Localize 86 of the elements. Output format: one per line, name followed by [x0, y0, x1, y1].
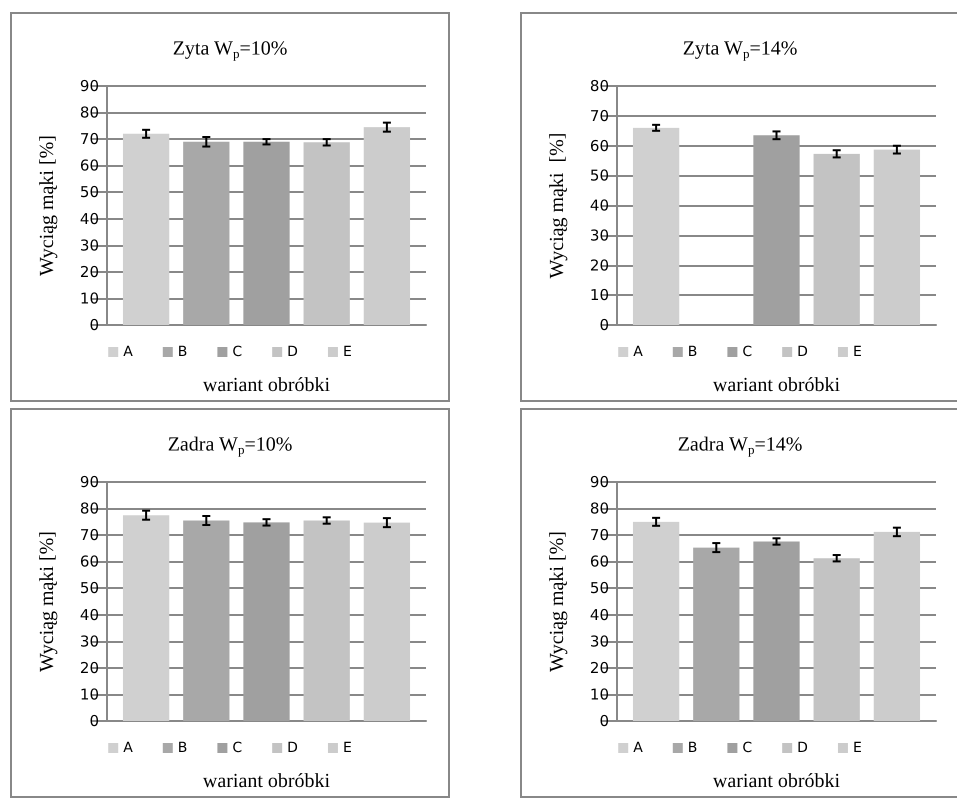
legend-label: A [123, 740, 134, 756]
y-tick-label: 80 [80, 104, 99, 122]
legend-label: A [123, 344, 134, 360]
legend-label: E [852, 740, 862, 756]
legend-label: E [852, 344, 862, 360]
y-tick-label: 30 [590, 632, 609, 650]
y-tick-label: 0 [89, 712, 99, 730]
y-tick-label: 70 [590, 526, 609, 544]
y-tick-label: 90 [80, 77, 99, 95]
x-axis-title: wariant obróbki [712, 770, 841, 792]
legend-label: E [342, 344, 352, 360]
y-tick-label: 40 [590, 606, 609, 624]
y-tick-label: 10 [80, 289, 99, 308]
y-tick-label: 60 [590, 552, 609, 571]
y-tick-label: 0 [599, 712, 609, 730]
bar [814, 558, 860, 721]
y-axis-title: Wyciąg mąki [%] [36, 531, 58, 672]
y-tick-label: 40 [80, 210, 99, 228]
y-tick-label: 80 [590, 500, 609, 518]
legend-label: E [342, 740, 352, 756]
bar [693, 548, 740, 721]
legend-label: D [287, 344, 298, 360]
legend-label: B [688, 344, 698, 360]
y-tick-label: 50 [590, 166, 609, 185]
legend-label: C [742, 740, 752, 756]
legend-label: B [688, 740, 698, 756]
y-tick-label: 90 [80, 473, 99, 491]
legend-label: C [232, 740, 242, 756]
x-axis-title: wariant obróbki [712, 374, 841, 396]
y-tick-label: 50 [80, 183, 99, 202]
legend-label: B [178, 740, 188, 756]
y-tick-label: 0 [599, 316, 609, 334]
y-tick-label: 50 [590, 579, 609, 598]
bar [814, 154, 860, 325]
y-tick-label: 60 [590, 136, 609, 155]
y-tick-label: 70 [590, 106, 609, 125]
y-tick-label: 30 [80, 632, 99, 650]
y-tick-label: 60 [80, 552, 99, 571]
y-tick-label: 0 [89, 316, 99, 334]
legend-label: A [633, 344, 644, 360]
bar [632, 522, 680, 721]
y-tick-label: 20 [590, 256, 609, 274]
bar [304, 520, 350, 721]
bar [183, 142, 230, 325]
y-axis-title: Wyciąg mąki [%] [546, 531, 568, 672]
legend-label: D [797, 740, 808, 756]
legend-label: C [232, 344, 242, 360]
y-tick-label: 40 [590, 196, 609, 214]
bar [364, 127, 410, 325]
y-axis-title: Wyciąg mąki [%] [36, 135, 58, 276]
legend-label: B [178, 344, 188, 360]
y-tick-label: 70 [80, 526, 99, 544]
bar [122, 515, 170, 721]
bar [874, 150, 920, 325]
bar [243, 142, 290, 325]
legend-label: A [633, 740, 644, 756]
x-axis-title: wariant obróbki [202, 374, 331, 396]
y-tick-label: 40 [80, 606, 99, 624]
y-axis-title: Wyciąg mąki [%] [546, 132, 568, 278]
y-tick-label: 30 [80, 236, 99, 254]
bar [632, 128, 680, 325]
bar [753, 541, 800, 721]
x-axis-title: wariant obróbki [202, 770, 331, 792]
bar [874, 532, 920, 721]
legend-label: D [797, 344, 808, 360]
bar [304, 142, 350, 325]
legend-label: D [287, 740, 298, 756]
y-tick-label: 10 [80, 685, 99, 704]
y-tick-label: 90 [590, 473, 609, 491]
y-tick-label: 70 [80, 130, 99, 148]
y-tick-label: 60 [80, 156, 99, 175]
y-tick-label: 10 [590, 685, 609, 704]
y-tick-label: 20 [80, 658, 99, 677]
bar [753, 135, 800, 325]
y-tick-label: 20 [80, 262, 99, 281]
bar [122, 134, 170, 325]
legend-label: C [742, 344, 752, 360]
bar [183, 520, 230, 721]
y-tick-label: 80 [80, 500, 99, 518]
y-tick-label: 10 [590, 286, 609, 304]
y-tick-label: 30 [590, 226, 609, 244]
y-tick-label: 80 [590, 77, 609, 95]
y-tick-label: 50 [80, 579, 99, 598]
bar [364, 522, 410, 721]
bar [243, 522, 290, 721]
y-tick-label: 20 [590, 658, 609, 677]
